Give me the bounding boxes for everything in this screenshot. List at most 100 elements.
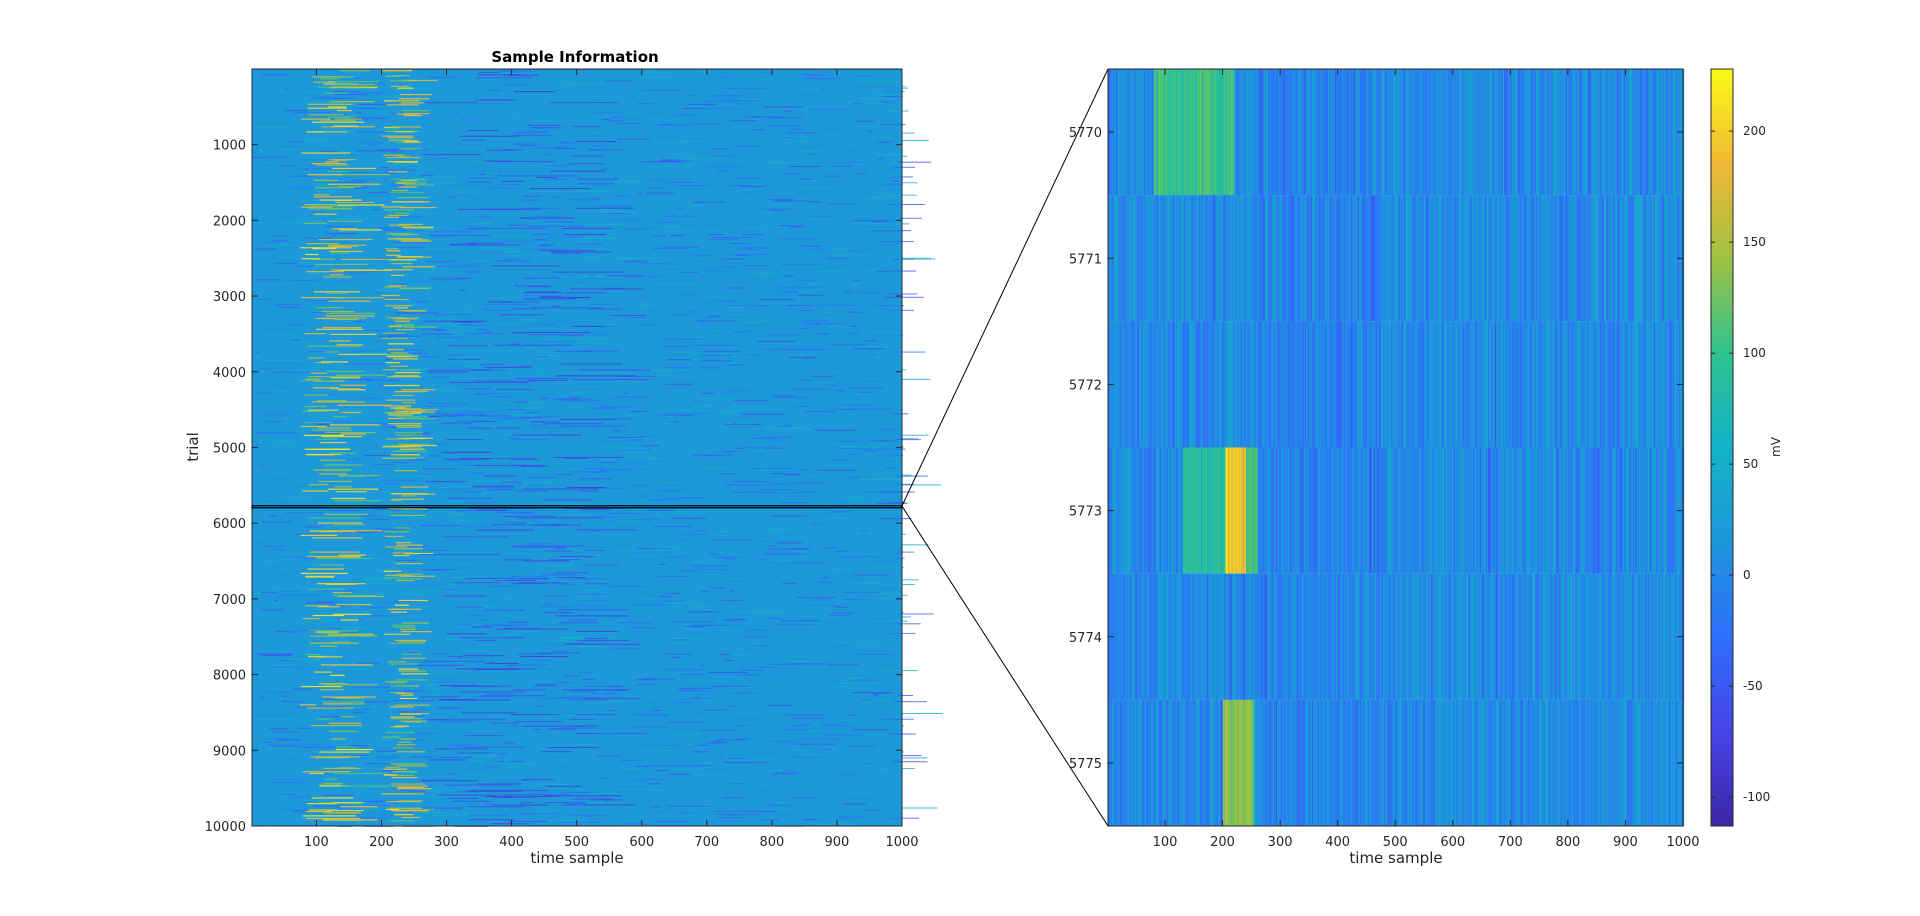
noise-streak xyxy=(325,627,342,629)
heatmap-cell xyxy=(1520,321,1522,448)
heatmap-cell xyxy=(1521,447,1524,574)
signal-streak xyxy=(331,738,346,740)
heatmap-cell xyxy=(1566,321,1568,448)
heatmap-cell xyxy=(1406,321,1408,448)
heatmap-cell xyxy=(1460,447,1463,574)
noise-streak xyxy=(534,416,558,418)
heatmap-cell xyxy=(1644,321,1647,448)
heatmap-cell xyxy=(1613,447,1616,574)
heatmap-cell xyxy=(1216,195,1218,322)
noise-streak xyxy=(434,388,466,390)
noise-streak xyxy=(536,278,560,280)
heatmap-cell xyxy=(1623,321,1626,448)
noise-streak xyxy=(515,132,549,134)
heatmap-cell xyxy=(1160,69,1163,196)
heatmap-cell xyxy=(1269,321,1271,448)
heatmap-cell xyxy=(1350,69,1353,196)
noise-streak xyxy=(798,170,821,172)
noise-streak xyxy=(382,382,392,384)
noise-streak xyxy=(448,656,463,658)
noise-streak xyxy=(420,175,435,177)
noise-streak xyxy=(394,625,431,627)
heatmap-cell xyxy=(1441,447,1444,574)
noise-streak xyxy=(500,115,531,117)
heatmap-cell xyxy=(1608,447,1611,574)
noise-streak xyxy=(661,346,689,348)
noise-streak xyxy=(793,336,808,338)
noise-streak xyxy=(773,216,812,218)
noise-streak xyxy=(386,715,426,717)
heatmap-cell xyxy=(1188,321,1191,448)
heatmap-cell xyxy=(1514,447,1517,574)
noise-streak xyxy=(454,277,473,279)
heatmap-cell xyxy=(1255,321,1258,448)
heatmap-cell xyxy=(1134,195,1137,322)
heatmap-cell xyxy=(1325,195,1328,322)
heatmap-cell xyxy=(1305,447,1308,574)
noise-streak xyxy=(862,673,883,675)
noise-streak xyxy=(829,511,851,513)
heatmap-cell xyxy=(1228,447,1231,574)
heatmap-cell xyxy=(1506,447,1509,574)
heatmap-cell xyxy=(1559,69,1562,196)
noise-streak xyxy=(728,705,739,707)
noise-streak xyxy=(730,782,744,784)
dip-streak xyxy=(494,160,555,162)
heatmap-cell xyxy=(1626,447,1628,574)
noise-streak xyxy=(783,137,798,139)
heatmap-cell xyxy=(1431,447,1434,574)
dip-streak xyxy=(556,148,577,150)
signal-streak xyxy=(397,741,412,743)
heatmap-cell xyxy=(1498,69,1500,196)
heatmap-cell xyxy=(1380,321,1383,448)
heatmap-cell xyxy=(1628,195,1631,322)
signal-streak xyxy=(300,247,338,249)
signal-streak xyxy=(313,194,330,196)
noise-streak xyxy=(770,439,780,441)
noise-streak xyxy=(533,355,560,357)
noise-streak xyxy=(589,149,625,151)
heatmap-cell xyxy=(1626,69,1628,196)
noise-streak xyxy=(670,736,690,738)
dip-streak xyxy=(581,697,640,699)
noise-streak xyxy=(608,636,615,638)
signal-streak xyxy=(387,376,422,378)
noise-streak xyxy=(891,757,928,759)
heatmap-cell xyxy=(1561,447,1564,574)
dip-streak xyxy=(468,819,515,821)
noise-streak xyxy=(742,564,777,566)
noise-streak xyxy=(586,816,592,818)
dip-streak xyxy=(578,369,651,371)
noise-streak xyxy=(574,605,608,607)
signal-streak xyxy=(315,631,340,633)
heatmap-cell xyxy=(1279,321,1282,448)
noise-streak xyxy=(603,742,609,744)
signal-streak xyxy=(305,253,319,256)
noise-streak xyxy=(309,432,335,434)
heatmap-cell xyxy=(1342,321,1345,448)
heatmap-cell xyxy=(1160,447,1163,574)
noise-streak xyxy=(682,158,725,160)
noise-streak xyxy=(783,343,810,345)
signal-streak xyxy=(340,70,371,72)
heatmap-cell xyxy=(1242,321,1245,448)
dip-streak xyxy=(476,509,507,511)
heatmap-cell xyxy=(1386,195,1389,322)
noise-streak xyxy=(312,211,327,213)
noise-streak xyxy=(276,737,291,739)
heatmap-cell xyxy=(1354,447,1357,574)
heatmap-cell xyxy=(1495,195,1498,322)
noise-streak xyxy=(858,97,895,99)
heatmap-cell xyxy=(1662,321,1665,448)
signal-streak xyxy=(318,564,345,566)
heatmap-cell xyxy=(1285,195,1288,322)
heatmap-cell xyxy=(1329,321,1331,448)
noise-streak xyxy=(543,283,567,285)
noise-streak xyxy=(396,235,409,237)
noise-streak xyxy=(635,102,654,104)
noise-streak xyxy=(454,423,460,425)
heatmap-cell xyxy=(1491,69,1494,196)
heatmap-cell xyxy=(1325,321,1328,448)
heatmap-cell xyxy=(1357,69,1360,196)
noise-streak xyxy=(795,436,805,438)
